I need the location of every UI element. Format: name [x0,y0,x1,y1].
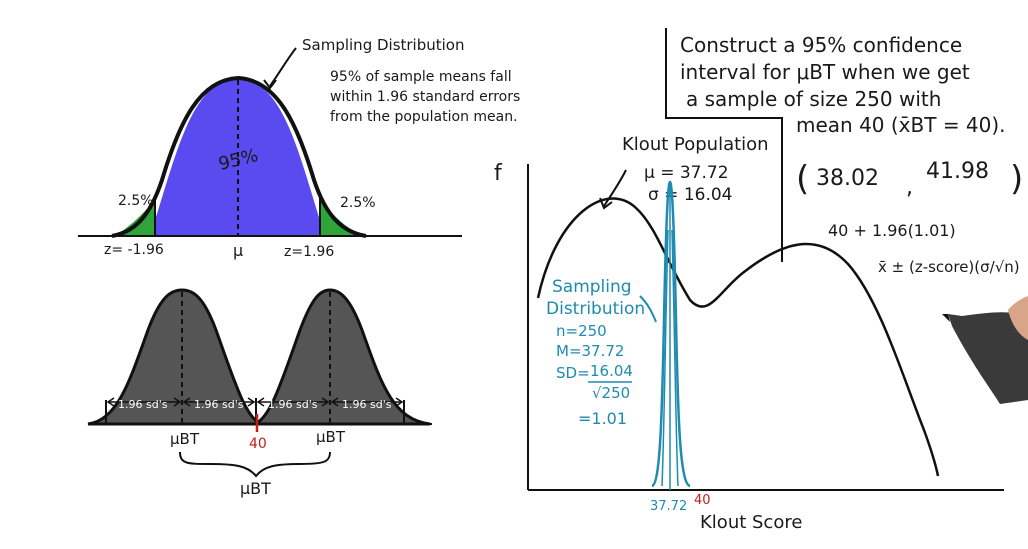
note-line-3: from the population mean. [330,109,518,125]
sampling-sd-label: SD= [556,364,590,382]
interval-low: 38.02 [816,166,879,191]
sampling-pointer-arrow [639,295,657,323]
marker-40-label: 40 [249,436,267,452]
problem-statement: Construct a 95% confidence interval for … [665,28,1023,276]
sampling-curve [651,180,691,488]
x-tick-40: 40 [694,493,711,508]
main-chart: f Klout Population μ = 37.72 σ = 16.04 S… [494,134,1004,533]
population-curve [536,197,940,477]
sampling-curve-inner [661,229,679,487]
sampling-sd-denominator: √250 [592,384,630,402]
problem-line-3: a sample of size 250 with [686,87,941,111]
sampling-n: n=250 [556,322,607,340]
problem-line-1: Construct a 95% confidence [680,33,962,57]
bottom-two-curves: 1.96 sd's 1.96 sd's 1.96 sd's 1.96 sd's … [87,288,432,498]
interval-separator: , [906,175,913,200]
sd-arrows [106,397,404,407]
pen-icon [942,296,1028,404]
sampling-sd-numerator: 16.04 [590,362,633,380]
mu-label: μ [233,241,243,260]
brace-label: μBT [240,479,271,498]
left-tail-label: 2.5% [118,193,154,209]
population-pointer-head [599,197,613,210]
top-normal-curve: Sampling Distribution 95% of sample mean… [78,36,520,260]
problem-line-4: mean 40 (x̄BT = 40). [796,113,1006,137]
mu-bt-left-label: μBT [170,430,200,448]
x-tick-mean: 37.72 [650,499,687,514]
right-gray-curve [253,288,431,426]
f-axis-label: f [494,161,503,186]
population-mu: μ = 37.72 [644,163,729,183]
sampling-m: M=37.72 [556,342,624,360]
pointer-arrow-to-curve [269,47,297,87]
interval-high: 41.98 [926,159,989,184]
note-line-1: 95% of sample means fall [330,69,512,85]
sd-label-1: 1.96 sd's [118,398,168,411]
sampling-sd-result: =1.01 [578,409,627,428]
left-tail-fill [118,200,155,236]
x-axis-label: Klout Score [700,512,802,533]
problem-box-border [665,28,783,262]
left-gray-curve [87,288,263,426]
z-right-label: z=1.96 [284,244,334,260]
sampling-title-2: Distribution [546,299,645,319]
sampling-distribution-title: Sampling Distribution [302,36,465,54]
interval-open-paren: ( [796,159,809,199]
z-left-label: z= -1.96 [104,242,164,258]
sampling-title-1: Sampling [552,277,632,297]
problem-line-2: interval for μBT when we get [680,60,970,84]
interval-close-paren: ) [1010,159,1023,199]
pointer-arrowhead [263,79,277,90]
calculation: 40 + 1.96(1.01) [828,221,956,240]
sd-label-3: 1.96 sd's [268,398,318,411]
right-tail-label: 2.5% [340,195,376,211]
sd-label-4: 1.96 sd's [342,398,392,411]
right-tail-fill [320,200,360,236]
population-pointer-arrow [603,169,627,207]
population-title: Klout Population [622,134,769,155]
population-sigma: σ = 16.04 [648,185,733,205]
ci-formula: x̄ ± (z-score)(σ/√n) [878,258,1020,276]
sd-label-2: 1.96 sd's [194,398,244,411]
mu-bt-right-label: μBT [316,428,346,446]
brace [179,451,331,478]
note-line-2: within 1.96 standard errors [330,89,520,105]
